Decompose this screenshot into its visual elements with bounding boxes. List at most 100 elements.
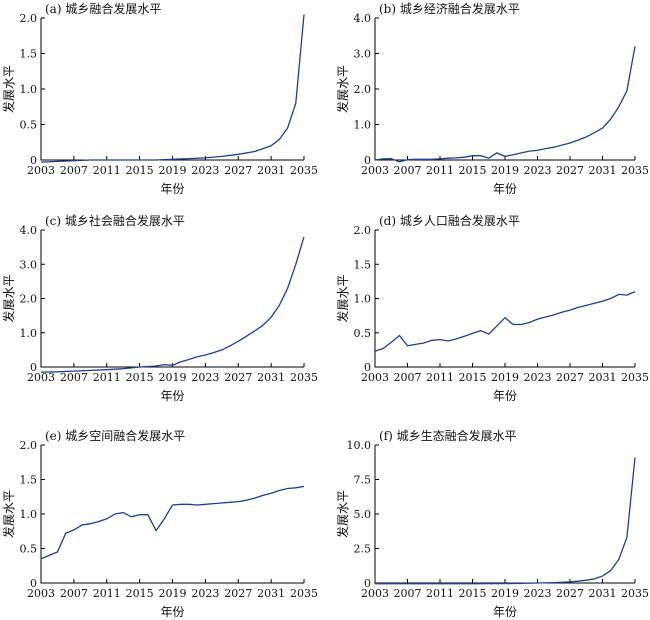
x-tick-label: 2035 bbox=[290, 164, 318, 177]
y-tick-label: 5.0 bbox=[354, 508, 372, 521]
chart-panel-a: (a) 城乡融合发展水平 0 0.5 1.0 1.5 2.0 2003 2007 2011 201… bbox=[1, 1, 318, 196]
data-line bbox=[40, 485, 305, 560]
x-tick-label: 2035 bbox=[621, 371, 649, 384]
y-tick-label: 2.0 bbox=[20, 12, 38, 25]
x-tick-label: 2003 bbox=[27, 164, 55, 177]
x-tick-label: 2007 bbox=[60, 371, 88, 384]
x-tick-label: 2023 bbox=[524, 371, 552, 384]
y-axis-label: 发展水平 bbox=[335, 490, 350, 538]
panel-title: (e) 城乡空间融合发展水平 bbox=[45, 428, 185, 443]
y-tick-label: 7.5 bbox=[354, 474, 372, 487]
x-tick-label: 2027 bbox=[224, 587, 252, 600]
x-tick-label: 2019 bbox=[491, 371, 519, 384]
x-tick-label: 2007 bbox=[60, 587, 88, 600]
y-tick-label: 2.0 bbox=[354, 83, 372, 96]
y-tick-label: 0.5 bbox=[354, 327, 372, 340]
axis-lines bbox=[40, 18, 304, 161]
x-tick-label: 2027 bbox=[556, 164, 584, 177]
x-tick-label: 2023 bbox=[191, 371, 219, 384]
x-tick-label: 2015 bbox=[126, 164, 154, 177]
y-tick-label: 1.0 bbox=[20, 327, 38, 340]
x-tick-label: 2019 bbox=[159, 371, 187, 384]
y-axis-label: 发展水平 bbox=[1, 490, 16, 538]
y-tick-label: 4.0 bbox=[20, 224, 38, 237]
chart-panel-d: (d) 城乡人口融合发展水平 0 0.5 1.0 1.5 2.0 2003 2007 2011 2… bbox=[335, 213, 649, 403]
x-tick-label: 2003 bbox=[27, 371, 55, 384]
x-tick-label: 2031 bbox=[589, 587, 617, 600]
data-line bbox=[40, 236, 305, 373]
x-tick-label: 2035 bbox=[290, 371, 318, 384]
y-tick-label: 0.5 bbox=[20, 119, 38, 132]
axis-lines bbox=[374, 18, 635, 161]
y-tick-label: 1.0 bbox=[354, 119, 372, 132]
x-tick-label: 2011 bbox=[93, 164, 121, 177]
x-axis-label: 年份 bbox=[493, 182, 517, 196]
y-tick-label: 0 bbox=[364, 577, 371, 590]
x-tick-label: 2019 bbox=[491, 164, 519, 177]
x-tick-label: 2011 bbox=[426, 587, 454, 600]
x-tick-label: 2003 bbox=[361, 371, 389, 384]
x-tick-label: 2011 bbox=[93, 371, 121, 384]
x-tick-label: 2015 bbox=[459, 164, 487, 177]
y-tick-label: 2.0 bbox=[20, 439, 38, 452]
data-line bbox=[375, 457, 636, 585]
x-tick-label: 2027 bbox=[224, 371, 252, 384]
panel-title: (b) 城乡经济融合发展水平 bbox=[379, 1, 520, 16]
x-axis-label: 年份 bbox=[493, 605, 517, 619]
x-tick-label: 2003 bbox=[361, 587, 389, 600]
y-tick-label: 1.0 bbox=[354, 293, 372, 306]
x-tick-label: 2035 bbox=[290, 587, 318, 600]
x-tick-label: 2011 bbox=[426, 164, 454, 177]
chart-panel-f: (f) 城乡生态融合发展水平 0 2.5 5.0 7.5 10.0 2003 2007 2011… bbox=[335, 428, 649, 619]
x-tick-label: 2003 bbox=[27, 587, 55, 600]
x-tick-label: 2007 bbox=[394, 164, 422, 177]
x-tick-label: 2019 bbox=[159, 164, 187, 177]
y-tick-label: 4.0 bbox=[354, 12, 372, 25]
data-line bbox=[374, 291, 636, 352]
y-axis-label: 发展水平 bbox=[335, 65, 350, 113]
x-tick-label: 2007 bbox=[60, 164, 88, 177]
x-tick-label: 2015 bbox=[459, 587, 487, 600]
y-tick-label: 3.0 bbox=[20, 258, 38, 271]
y-tick-label: 0 bbox=[364, 361, 371, 374]
x-tick-label: 2031 bbox=[589, 371, 617, 384]
x-tick-label: 2035 bbox=[621, 587, 649, 600]
y-tick-label: 0 bbox=[30, 577, 37, 590]
y-axis-label: 发展水平 bbox=[335, 274, 350, 322]
chart-panel-e: (e) 城乡空间融合发展水平 0 0.5 1.0 1.5 2.0 2003 2007 2011 2… bbox=[1, 428, 318, 619]
y-tick-label: 2.0 bbox=[354, 224, 372, 237]
x-tick-label: 2023 bbox=[191, 164, 219, 177]
axis-lines bbox=[40, 230, 304, 368]
x-tick-label: 2019 bbox=[159, 587, 187, 600]
x-tick-label: 2015 bbox=[459, 371, 487, 384]
data-line bbox=[40, 14, 305, 163]
y-tick-label: 1.5 bbox=[20, 48, 38, 61]
x-tick-label: 2023 bbox=[524, 587, 552, 600]
y-tick-label: 3.0 bbox=[354, 48, 372, 61]
data-line bbox=[374, 46, 636, 163]
chart-panel-c: (c) 城乡社会融合发展水平 0 1.0 2.0 3.0 4.0 2003 2007 2011 2… bbox=[1, 213, 318, 403]
x-axis-label: 年份 bbox=[493, 389, 517, 403]
x-axis-label: 年份 bbox=[160, 605, 184, 619]
y-tick-label: 1.5 bbox=[354, 258, 372, 271]
x-axis-label: 年份 bbox=[160, 389, 184, 403]
y-tick-label: 1.5 bbox=[20, 474, 38, 487]
x-tick-label: 2031 bbox=[257, 371, 285, 384]
y-tick-label: 10.0 bbox=[347, 439, 372, 452]
x-tick-label: 2019 bbox=[491, 587, 519, 600]
x-tick-label: 2015 bbox=[126, 371, 154, 384]
y-axis-label: 发展水平 bbox=[1, 65, 16, 113]
x-tick-label: 2023 bbox=[524, 164, 552, 177]
panel-title: (d) 城乡人口融合发展水平 bbox=[379, 213, 520, 228]
y-tick-label: 0.5 bbox=[20, 543, 38, 556]
panel-title: (a) 城乡融合发展水平 bbox=[45, 1, 161, 16]
x-tick-label: 2027 bbox=[556, 371, 584, 384]
y-tick-label: 2.0 bbox=[20, 293, 38, 306]
panel-title: (f) 城乡生态融合发展水平 bbox=[379, 428, 517, 443]
x-axis-label: 年份 bbox=[160, 182, 184, 196]
x-tick-label: 2015 bbox=[126, 587, 154, 600]
x-tick-label: 2023 bbox=[191, 587, 219, 600]
x-tick-label: 2027 bbox=[556, 587, 584, 600]
x-tick-label: 2011 bbox=[93, 587, 121, 600]
x-tick-label: 2011 bbox=[426, 371, 454, 384]
